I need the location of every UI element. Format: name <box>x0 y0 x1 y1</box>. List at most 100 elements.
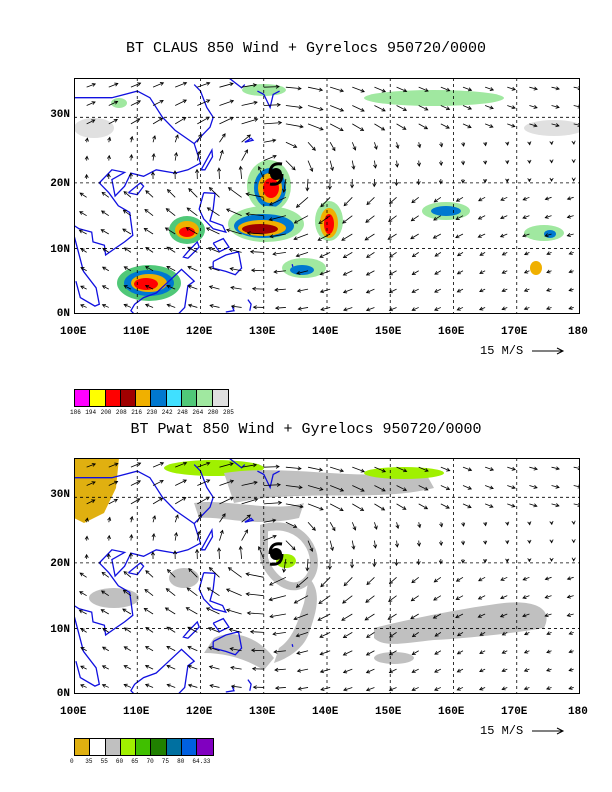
wind-vector-head <box>423 505 429 510</box>
wind-vector <box>352 86 365 93</box>
wind-vector <box>209 304 220 308</box>
wind-vector-head <box>297 306 302 311</box>
wind-vector <box>219 150 224 161</box>
wind-vector-head <box>145 627 150 631</box>
wind-vector-head <box>501 650 506 654</box>
wind-vector-head <box>489 124 494 128</box>
wind-vector <box>152 480 164 486</box>
wind-vector <box>387 613 397 620</box>
wind-vector <box>567 595 574 598</box>
coastline-segment <box>247 679 252 691</box>
wind-vector-head <box>79 211 84 215</box>
wind-vector-head <box>478 197 483 202</box>
wind-vector <box>374 503 385 511</box>
wind-vector-head <box>273 269 278 274</box>
wind-vector <box>545 595 552 599</box>
p2-ref-text: 15 M/S <box>480 724 524 738</box>
wind-vector-head <box>505 521 510 526</box>
wind-vector <box>455 613 464 618</box>
colorbar-swatch <box>75 739 91 755</box>
wind-vector <box>366 307 375 311</box>
wind-vector-head <box>352 526 357 531</box>
wind-vector-head <box>80 665 85 670</box>
wind-vector-head <box>342 289 348 294</box>
wind-vector <box>102 285 109 290</box>
wind-vector-head <box>489 485 494 490</box>
wind-vector-head <box>84 535 89 540</box>
wind-vector <box>389 288 397 293</box>
wind-vector <box>230 648 242 652</box>
wind-vector <box>102 665 109 670</box>
colorbar-tick-label: 0 <box>70 758 74 765</box>
wind-vector <box>412 288 419 293</box>
wind-vector-head <box>388 669 393 674</box>
wind-vector <box>434 632 442 637</box>
wind-vector <box>285 485 303 488</box>
wind-vector <box>330 105 344 112</box>
wind-vector <box>226 609 242 615</box>
coastline-segment <box>225 305 235 313</box>
wind-vector <box>479 668 486 672</box>
wind-vector-head <box>533 123 538 128</box>
wind-vector <box>479 252 486 256</box>
wind-vector-head <box>166 626 171 631</box>
wind-vector-head <box>319 486 324 491</box>
wind-vector-head <box>501 251 506 256</box>
wind-vector-head <box>275 464 280 469</box>
wind-vector <box>186 227 198 235</box>
colorbar-tick-label: 64.33 <box>192 758 211 765</box>
wind-vector-head <box>123 191 128 196</box>
wind-vector-head <box>364 236 369 241</box>
wind-vector-head <box>269 201 274 206</box>
wind-vector-head <box>523 288 529 292</box>
wind-vector <box>175 99 187 106</box>
p1-ylab-10n: 10N <box>50 244 70 256</box>
wind-vector <box>285 86 302 90</box>
wind-vector-head <box>366 581 371 586</box>
wind-vector <box>374 86 386 93</box>
wind-vector-head <box>527 539 532 544</box>
wind-vector <box>188 304 198 308</box>
wind-vector-head <box>544 196 549 201</box>
wind-vector <box>396 123 407 130</box>
wind-vector-head <box>244 149 248 154</box>
wind-vector <box>79 192 87 198</box>
wind-vector <box>307 503 324 511</box>
wind-vector-head <box>229 267 234 272</box>
wind-vector-head <box>339 88 345 93</box>
wind-vector-head <box>522 613 527 618</box>
wind-vector <box>108 83 118 88</box>
wind-vector-head <box>445 124 450 129</box>
wind-vector-head <box>500 215 505 220</box>
wind-vector-head <box>187 265 192 270</box>
wind-vector <box>351 142 356 151</box>
coastline-segment <box>257 470 280 490</box>
wind-vector <box>124 247 132 253</box>
wind-vector <box>187 266 198 272</box>
wind-vector-head <box>568 649 573 654</box>
wind-vector <box>250 631 264 633</box>
wind-vector <box>196 531 200 541</box>
wind-vector <box>175 479 187 486</box>
wind-vector-head <box>501 288 506 292</box>
wind-vector-head <box>411 651 416 655</box>
wind-vector <box>329 142 336 151</box>
wind-vector <box>387 233 397 240</box>
wind-vector <box>396 466 407 472</box>
wind-vector <box>418 86 429 92</box>
wind-vector <box>366 650 375 656</box>
wind-vector-head <box>527 558 532 563</box>
colorbar-swatch <box>212 390 228 406</box>
wind-vector <box>307 521 316 531</box>
p2-colorbar <box>74 738 214 756</box>
coastline-segment <box>198 192 228 234</box>
wind-vector-head <box>501 631 506 636</box>
wind-vector-head <box>318 467 324 472</box>
wind-vector-head <box>546 649 551 654</box>
wind-vector <box>86 463 96 468</box>
wind-vector-head <box>297 86 302 91</box>
wind-vector-head <box>365 687 371 692</box>
wind-vector-head <box>479 632 484 636</box>
wind-vector-head <box>129 154 134 159</box>
wind-vector <box>462 503 472 508</box>
